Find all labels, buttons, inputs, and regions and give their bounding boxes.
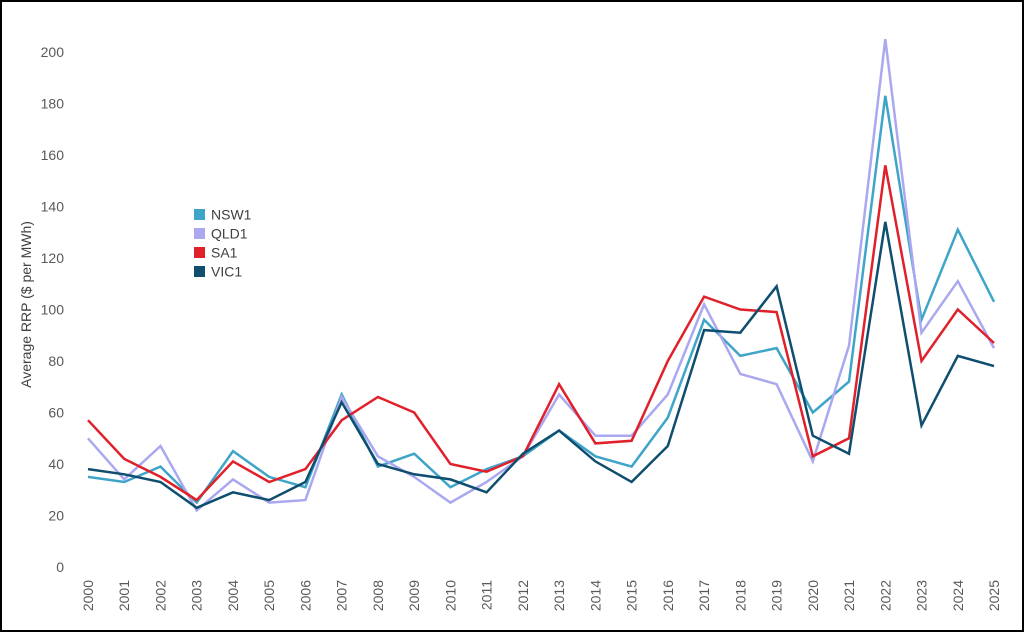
y-axis: 0 20 40 60 80 100 120 140 160 180 200 xyxy=(41,44,65,575)
y-tick-label: 200 xyxy=(41,44,65,60)
legend-swatch-vic1 xyxy=(194,266,205,277)
x-tick-label: 2011 xyxy=(479,580,495,610)
x-axis: 2000 2001 2002 2003 2004 2005 2006 2007 2008 2009… xyxy=(80,580,1002,611)
series-lines xyxy=(87,38,996,513)
legend-swatch-sa1 xyxy=(194,247,205,258)
y-tick-label: 80 xyxy=(48,353,64,369)
x-tick-label: 2023 xyxy=(914,580,930,611)
y-tick-label: 180 xyxy=(41,96,65,112)
series-line-qld1 xyxy=(87,38,996,513)
y-tick-label: 20 xyxy=(48,508,64,524)
legend: NSW1 QLD1 SA1 VIC1 xyxy=(194,207,252,280)
x-tick-label: 2001 xyxy=(116,580,132,611)
y-tick-label: 120 xyxy=(41,250,65,266)
y-tick-label: 160 xyxy=(41,147,65,163)
x-tick-label: 2018 xyxy=(732,580,748,611)
series-line-sa1 xyxy=(87,165,995,502)
y-tick-label: 0 xyxy=(56,559,64,575)
y-axis-title: Average RRP ($ per MWh) xyxy=(18,221,34,388)
x-tick-label: 2007 xyxy=(334,580,350,611)
x-tick-label: 2012 xyxy=(515,580,531,611)
x-tick-label: 2000 xyxy=(80,580,96,611)
legend-label-sa1: SA1 xyxy=(211,245,238,261)
legend-label-vic1: VIC1 xyxy=(211,264,242,280)
x-tick-label: 2016 xyxy=(660,580,676,611)
y-tick-label: 140 xyxy=(41,199,65,215)
x-tick-label: 2004 xyxy=(225,580,241,611)
x-tick-label: 2025 xyxy=(986,580,1002,611)
x-tick-label: 2006 xyxy=(297,580,313,611)
x-tick-label: 2005 xyxy=(261,580,277,611)
y-tick-label: 40 xyxy=(48,456,64,472)
x-tick-label: 2019 xyxy=(769,580,785,611)
x-tick-label: 2014 xyxy=(587,580,603,611)
x-tick-label: 2002 xyxy=(152,580,168,611)
x-tick-label: 2022 xyxy=(877,580,893,611)
x-tick-label: 2020 xyxy=(805,580,821,611)
y-tick-label: 100 xyxy=(41,302,65,318)
x-tick-label: 2024 xyxy=(950,580,966,611)
x-tick-label: 2013 xyxy=(551,580,567,611)
x-tick-label: 2010 xyxy=(442,580,458,611)
x-tick-label: 2017 xyxy=(696,580,712,611)
legend-swatch-qld1 xyxy=(194,228,205,239)
y-tick-label: 60 xyxy=(48,405,64,421)
series-line-vic1 xyxy=(87,221,995,510)
x-tick-label: 2008 xyxy=(370,580,386,611)
x-tick-label: 2003 xyxy=(189,580,205,611)
legend-swatch-nsw1 xyxy=(194,209,205,220)
legend-label-qld1: QLD1 xyxy=(211,226,248,242)
legend-label-nsw1: NSW1 xyxy=(211,207,252,223)
x-tick-label: 2021 xyxy=(841,580,857,611)
x-tick-label: 2015 xyxy=(624,580,640,611)
x-tick-label: 2009 xyxy=(406,580,422,611)
